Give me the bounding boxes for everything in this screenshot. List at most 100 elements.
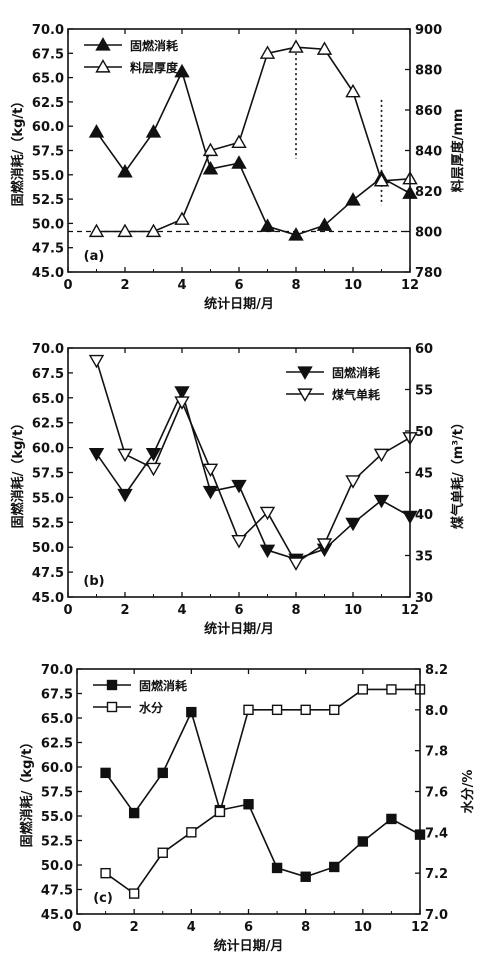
- y-right-tick-label: 840: [415, 145, 442, 160]
- legend-label: 固燃消耗: [130, 38, 178, 53]
- y-right-tick-label: 8.0: [425, 704, 448, 719]
- data-point: [88, 354, 105, 369]
- y-left-axis-label: 固燃消耗/（kg/t）: [10, 95, 26, 207]
- data-point: [373, 172, 390, 187]
- data-point: [243, 799, 254, 810]
- y-left-tick-label: 70.0: [32, 23, 64, 38]
- y-left-axis-label: 固燃消耗/（kg/t）: [19, 736, 35, 848]
- y-right-tick-label: 7.2: [425, 867, 448, 882]
- legend-marker: [95, 37, 111, 51]
- data-point: [100, 867, 111, 879]
- x-tick-label: 12: [401, 278, 419, 293]
- data-point: [202, 161, 219, 175]
- chart-panel-3: 0 2 4 6 8 10 12 45.0 47.5 50.0 52.5 55.0 57.5 60.0 62.…: [19, 663, 476, 954]
- series-1: [100, 706, 426, 882]
- data-point: [271, 704, 283, 716]
- legend-marker: [297, 388, 313, 402]
- x-tick-label: 0: [72, 920, 81, 935]
- x-axis-label: 统计日期/月: [214, 938, 284, 954]
- data-point: [88, 223, 105, 238]
- data-point: [345, 83, 361, 98]
- y-left-tick-label: 65.0: [32, 72, 64, 87]
- y-left-tick-label: 52.5: [32, 516, 64, 531]
- y-right-tick-label: 35: [415, 550, 433, 565]
- series-line: [105, 688, 420, 895]
- data-point: [259, 544, 276, 559]
- data-point: [345, 517, 361, 532]
- x-tick-label: 10: [344, 603, 362, 618]
- data-point: [316, 538, 333, 552]
- y-left-tick-label: 55.0: [41, 810, 73, 825]
- series-line: [96, 46, 411, 233]
- y-right-tick-label: 30: [415, 591, 433, 606]
- y-left-tick-label: 57.5: [41, 786, 73, 801]
- x-tick-label: 10: [354, 920, 372, 935]
- panel-label: (b): [83, 574, 104, 589]
- data-point: [329, 861, 340, 873]
- y-right-tick-label: 7.8: [425, 745, 448, 760]
- x-axis-label: 统计日期/月: [204, 296, 274, 312]
- x-tick-label: 10: [344, 278, 362, 293]
- data-point: [174, 386, 190, 400]
- data-point: [128, 807, 140, 819]
- data-point: [300, 704, 311, 716]
- y-right-tick-label: 40: [415, 508, 433, 523]
- y-left-tick-label: 50.0: [32, 217, 64, 232]
- data-point: [288, 39, 304, 53]
- legend-marker: [95, 59, 111, 73]
- data-point: [373, 494, 390, 509]
- data-point: [345, 475, 361, 489]
- y-left-axis-label: 固燃消耗/（kg/t）: [10, 417, 26, 529]
- data-point: [117, 223, 133, 238]
- series-line: [95, 389, 411, 560]
- y-left-tick-label: 67.5: [41, 688, 73, 703]
- y-left-tick-label: 62.5: [32, 417, 64, 432]
- y-right-axis-label: 水分/%: [460, 770, 476, 814]
- y-left-tick-label: 60.0: [41, 761, 73, 776]
- y-right-tick-label: 880: [415, 64, 442, 79]
- legend-label: 固燃消耗: [332, 365, 380, 380]
- y-left-tick-label: 45.0: [32, 266, 64, 281]
- x-tick-label: 12: [401, 603, 419, 618]
- y-left-tick-label: 65.0: [32, 392, 64, 407]
- x-tick-label: 0: [63, 603, 72, 618]
- x-axis-label: 统计日期/月: [204, 621, 274, 637]
- data-point: [128, 888, 140, 899]
- data-point: [259, 218, 276, 232]
- x-tick-label: 6: [234, 603, 243, 618]
- legend-marker: [106, 679, 118, 691]
- series-2: [88, 354, 418, 571]
- y-right-tick-label: 50: [415, 425, 433, 440]
- data-point: [157, 767, 168, 779]
- y-left-tick-label: 55.0: [32, 169, 64, 184]
- series-1: [88, 386, 418, 568]
- x-tick-label: 0: [63, 278, 72, 293]
- data-point: [231, 134, 247, 148]
- x-tick-label: 8: [291, 278, 300, 293]
- data-point: [157, 847, 168, 858]
- y-left-tick-label: 62.5: [41, 737, 73, 752]
- chart-panel-1: 0 2 4 6 8 10 12 45.0 47.5 50.0 52.5 55.0 57.5 60.0 62.…: [10, 23, 466, 312]
- y-left-tick-label: 50.0: [32, 541, 64, 556]
- y-right-tick-label: 7.0: [425, 908, 448, 923]
- data-point: [214, 806, 226, 818]
- y-left-tick-label: 45.0: [32, 591, 64, 606]
- data-point: [271, 862, 283, 874]
- series-1: [88, 63, 418, 241]
- data-point: [231, 479, 247, 494]
- legend-marker: [106, 701, 118, 713]
- data-point: [357, 684, 369, 695]
- y-right-tick-label: 60: [415, 342, 433, 357]
- plot-frame: [67, 28, 411, 273]
- data-point: [117, 163, 133, 178]
- panel-label: (c): [93, 891, 113, 906]
- legend-label: 料层厚度: [130, 60, 179, 75]
- data-point: [386, 684, 397, 695]
- data-point: [174, 211, 190, 225]
- data-point: [174, 396, 190, 410]
- data-point: [100, 767, 111, 779]
- y-right-tick-label: 780: [415, 266, 442, 281]
- y-right-tick-label: 8.2: [425, 663, 448, 678]
- data-point: [357, 836, 369, 847]
